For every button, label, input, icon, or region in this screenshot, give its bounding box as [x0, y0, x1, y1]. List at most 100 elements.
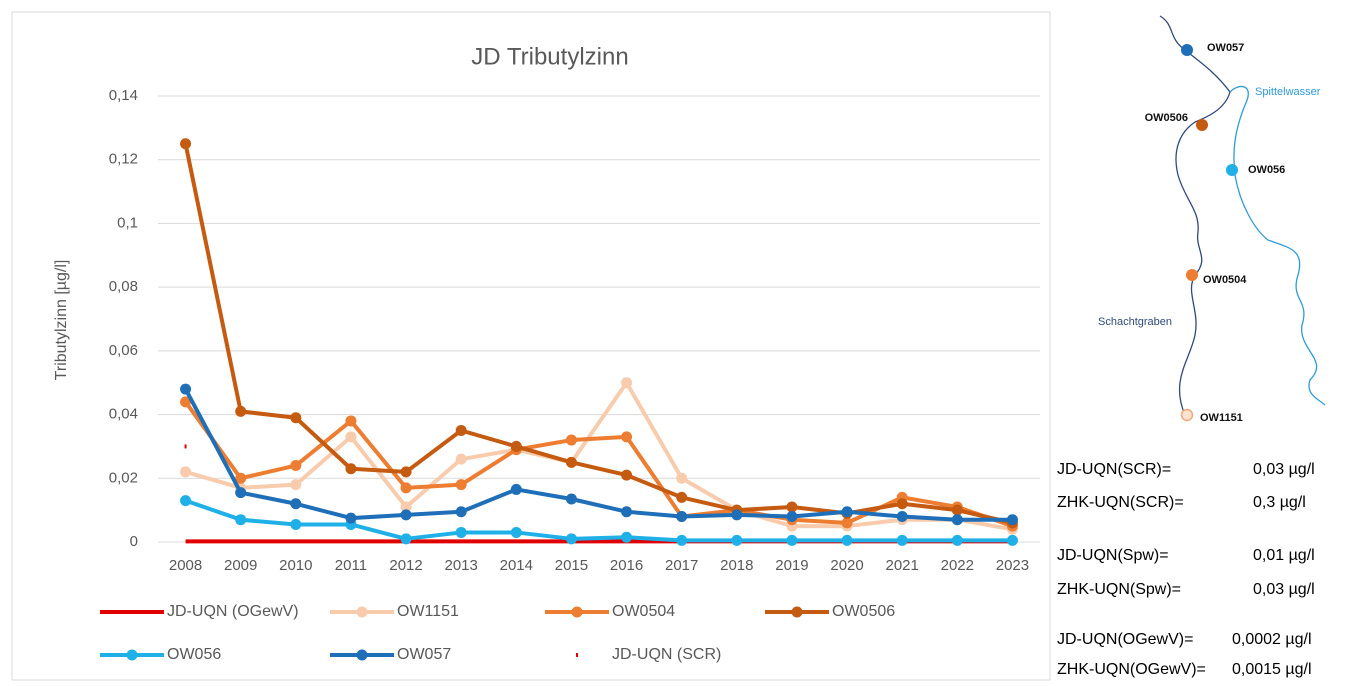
point-marker	[455, 453, 467, 465]
station-dot	[1181, 44, 1193, 56]
point-marker	[676, 472, 688, 484]
note-value: 0,03 µg/l	[1253, 581, 1315, 598]
point-marker	[951, 514, 963, 526]
note-value: 0,3 µg/l	[1253, 494, 1306, 511]
point-marker	[841, 517, 853, 529]
legend-marker	[571, 606, 583, 618]
x-tick-label: 2020	[830, 557, 863, 574]
point-marker	[731, 509, 743, 521]
x-tick-label: 2015	[555, 557, 588, 574]
point-marker	[565, 434, 577, 446]
point-marker	[510, 526, 522, 538]
note-value: 0,03 µg/l	[1253, 461, 1315, 478]
point-marker	[345, 463, 357, 475]
legend-label: JD-UQN (SCR)	[612, 646, 721, 663]
station-label: OW0506	[1145, 112, 1188, 124]
station-dot	[1226, 164, 1238, 176]
notes: JD-UQN(SCR)= 0,03 µg/l ZHK-UQN(SCR)= 0,3 µg…	[1057, 461, 1315, 678]
y-tick-label: 0,1	[117, 214, 138, 231]
point-marker	[786, 501, 798, 513]
note-value: 0,0015 µg/l	[1232, 661, 1312, 678]
river-schachtgraben	[1159, 15, 1231, 416]
point-marker	[290, 460, 302, 472]
point-marker	[731, 534, 743, 546]
note-label: JD-UQN(OGewV)=	[1057, 631, 1193, 648]
legend-label: OW1151	[397, 603, 459, 620]
series-line	[185, 380, 1013, 532]
series-line	[183, 388, 1013, 522]
point-marker	[676, 491, 688, 503]
y-tick-label: 0,12	[109, 151, 138, 168]
x-tick-label: 2012	[389, 557, 422, 574]
point-marker	[345, 512, 357, 524]
point-marker	[951, 504, 963, 516]
point-marker	[184, 444, 187, 449]
point-marker	[621, 531, 633, 543]
x-tick-label: 2010	[279, 557, 312, 574]
station-dot	[1186, 269, 1198, 281]
x-tick-label: 2008	[169, 557, 202, 574]
point-marker	[180, 138, 192, 150]
river-spittelwasser	[1229, 85, 1326, 406]
point-marker	[565, 493, 577, 505]
x-tick-label: 2013	[445, 557, 478, 574]
x-tick-label: 2022	[941, 557, 974, 574]
point-marker	[1006, 534, 1018, 546]
point-marker	[290, 479, 302, 491]
point-marker	[455, 479, 467, 491]
point-marker	[621, 506, 633, 518]
legend-marker	[356, 649, 368, 661]
y-tick-label: 0,04	[109, 406, 138, 423]
y-axis-label: Tributylzinn [µg/l]	[53, 260, 70, 381]
station-label: OW056	[1248, 164, 1285, 176]
point-marker	[290, 412, 302, 424]
note-value: 0,0002 µg/l	[1232, 631, 1312, 648]
y-tick-label: 0,02	[109, 469, 138, 486]
x-tick-label: 2016	[610, 557, 643, 574]
point-marker	[180, 495, 192, 507]
map: OW057 OW0506 OW056 OW0504 OW1151 Spittel…	[1098, 15, 1326, 424]
river-label: Schachtgraben	[1098, 316, 1172, 328]
point-marker	[676, 511, 688, 523]
y-tick-label: 0,14	[109, 87, 138, 104]
legend-marker	[791, 606, 803, 618]
x-tick-label: 2009	[224, 557, 257, 574]
point-marker	[565, 533, 577, 545]
note-label: ZHK-UQN(OGewV)=	[1057, 661, 1206, 678]
point-marker	[896, 498, 908, 510]
point-marker	[345, 431, 357, 443]
station-label: OW057	[1207, 42, 1244, 54]
x-tick-label: 2023	[996, 557, 1029, 574]
point-marker	[235, 405, 247, 417]
legend-label: OW0504	[612, 603, 675, 620]
point-marker	[180, 396, 192, 408]
point-marker	[400, 501, 412, 513]
point-marker	[235, 472, 247, 484]
legend-label: OW057	[397, 646, 451, 663]
chart-frame	[11, 11, 1051, 681]
point-marker	[565, 456, 577, 468]
y-tick-label: 0	[130, 533, 138, 550]
note-value: 0,01 µg/l	[1253, 547, 1315, 564]
station-dot	[1180, 408, 1194, 422]
series-line	[183, 143, 1013, 525]
point-marker	[455, 425, 467, 436]
point-marker	[400, 466, 412, 478]
station-label: OW0504	[1203, 274, 1247, 286]
point-marker	[455, 526, 467, 538]
note-label: JD-UQN(Spw)=	[1057, 547, 1169, 564]
point-marker	[621, 377, 633, 389]
point-marker	[896, 511, 908, 523]
point-marker	[841, 534, 853, 546]
point-marker	[786, 511, 798, 523]
point-marker	[290, 498, 302, 510]
station-dot	[1196, 119, 1208, 131]
legend-marker	[356, 606, 368, 618]
x-tick-label: 2021	[886, 557, 919, 574]
x-tick-label: 2019	[775, 557, 808, 574]
note-label: JD-UQN(SCR)=	[1057, 461, 1171, 478]
note-label: ZHK-UQN(SCR)=	[1057, 494, 1184, 511]
point-marker	[676, 534, 688, 546]
note-label: ZHK-UQN(Spw)=	[1057, 581, 1181, 598]
